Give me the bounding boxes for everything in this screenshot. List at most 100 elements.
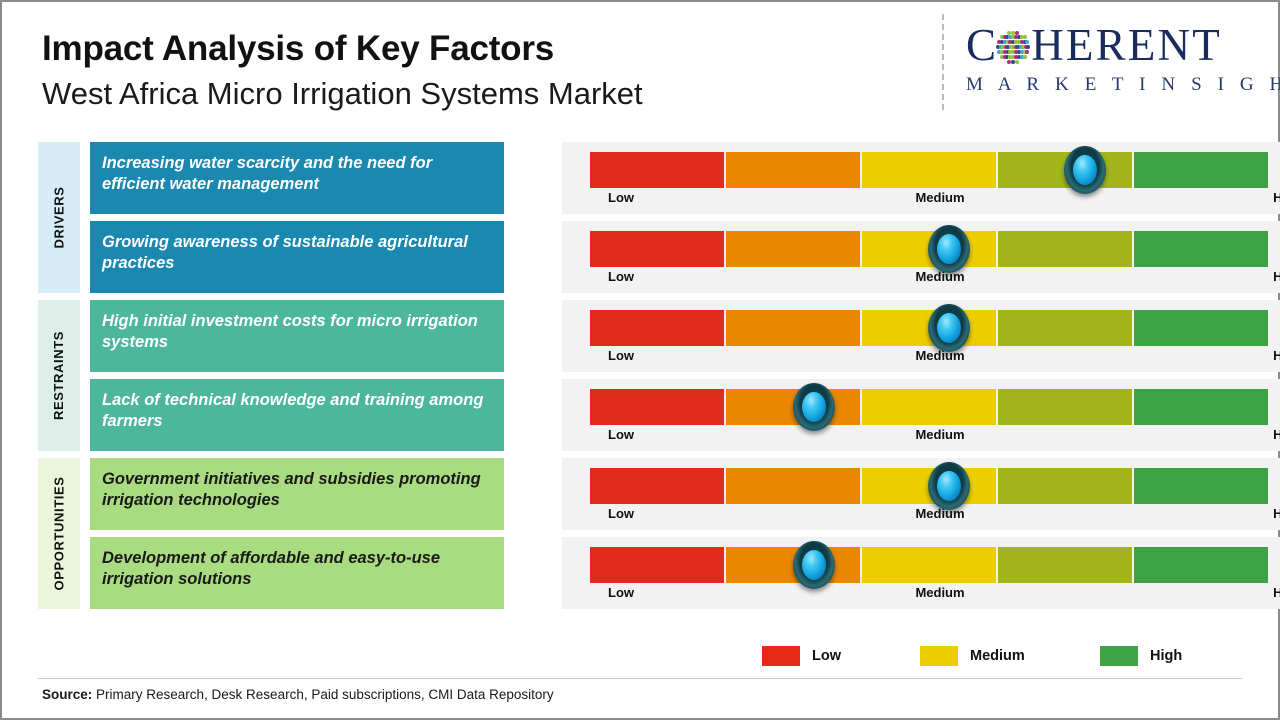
factor-text-box: Development of affordable and easy-to-us… <box>90 537 504 609</box>
gauge-segment-4 <box>998 231 1132 267</box>
factor-text-box: Lack of technical knowledge and training… <box>90 379 504 451</box>
category-group-drivers: DRIVERS Increasing water scarcity and the… <box>38 142 1280 293</box>
factor-text-box: Government initiatives and subsidies pro… <box>90 458 504 530</box>
logo-inner: C HERENT M A R K E T I N S I G H T S <box>966 22 1280 96</box>
gauge-scale-labels: Low Medium High <box>590 190 1280 210</box>
factor-text-box: Increasing water scarcity and the need f… <box>90 142 504 214</box>
impact-marker[interactable] <box>928 225 971 273</box>
category-label-text: RESTRAINTS <box>51 330 67 421</box>
gauge-label-low: Low <box>608 506 634 521</box>
impact-marker[interactable] <box>928 304 971 352</box>
factor-text-box: High initial investment costs for micro … <box>90 300 504 372</box>
gauge-label-high: High <box>1273 506 1280 521</box>
impact-marker[interactable] <box>792 541 835 589</box>
category-label-opportunities: OPPORTUNITIES <box>38 458 80 609</box>
gauge-label-low: Low <box>608 269 634 284</box>
category-group-opportunities: OPPORTUNITIES Government initiatives and … <box>38 458 1280 609</box>
gauge-segment-3 <box>862 389 996 425</box>
gauge-segment-5 <box>1134 389 1268 425</box>
gauge-segment-2 <box>726 152 860 188</box>
gauge-segment-4 <box>998 389 1132 425</box>
logo-letter-c: C <box>966 20 999 70</box>
gauge-segment-5 <box>1134 152 1268 188</box>
legend-swatch-high <box>1100 646 1138 666</box>
gauge-track <box>590 468 1268 504</box>
gauge-scale-labels: Low Medium High <box>590 348 1280 368</box>
gauge-label-med: Medium <box>915 269 965 284</box>
gauge-segment-1 <box>590 547 724 583</box>
source-label: Source: <box>42 687 93 702</box>
legend-item-high: High <box>1100 646 1182 666</box>
category-label-text: DRIVERS <box>51 186 67 249</box>
footer: Source: Primary Research, Desk Research,… <box>2 678 1278 718</box>
gauge-track <box>590 310 1268 346</box>
gauge-segment-1 <box>590 152 724 188</box>
impact-marker[interactable] <box>1063 146 1106 194</box>
gauge-label-med: Medium <box>915 348 965 363</box>
page-title: Impact Analysis of Key Factors <box>42 29 555 68</box>
impact-gauge: Low Medium High <box>562 458 1280 530</box>
gauge-scale-labels: Low Medium High <box>590 269 1280 289</box>
gauge-segment-2 <box>726 468 860 504</box>
category-group-restraints: RESTRAINTS High initial investment costs … <box>38 300 1280 451</box>
gauge-segment-4 <box>998 310 1132 346</box>
legend-swatch-low <box>762 646 800 666</box>
footer-divider <box>38 678 1242 679</box>
gauge-label-high: High <box>1273 348 1280 363</box>
factor-row: Government initiatives and subsidies pro… <box>90 458 1280 530</box>
gauge-scale-labels: Low Medium High <box>590 427 1280 447</box>
gauge-segment-5 <box>1134 468 1268 504</box>
gauge-track <box>590 152 1268 188</box>
legend-item-low: Low <box>762 646 841 666</box>
gauge-segment-1 <box>590 468 724 504</box>
category-label-drivers: DRIVERS <box>38 142 80 293</box>
logo-letters-rest: HERENT <box>1031 20 1222 70</box>
impact-gauge: Low Medium High <box>562 221 1280 293</box>
gauge-segment-2 <box>726 231 860 267</box>
factor-text-box: Growing awareness of sustainable agricul… <box>90 221 504 293</box>
legend-swatch-medium <box>920 646 958 666</box>
category-label-restraints: RESTRAINTS <box>38 300 80 451</box>
gauge-segment-5 <box>1134 231 1268 267</box>
gauge-label-high: High <box>1273 190 1280 205</box>
logo-tagline: M A R K E T I N S I G H T S <box>966 74 1280 95</box>
impact-gauge: Low Medium High <box>562 300 1280 372</box>
factor-row: Lack of technical knowledge and training… <box>90 379 1280 451</box>
legend-label: Medium <box>970 648 1025 664</box>
gauge-segment-4 <box>998 547 1132 583</box>
gauge-track <box>590 231 1268 267</box>
gauge-segment-2 <box>726 310 860 346</box>
gauge-segment-4 <box>998 468 1132 504</box>
impact-gauge: Low Medium High <box>562 537 1280 609</box>
factor-row: Increasing water scarcity and the need f… <box>90 142 1280 214</box>
gauge-label-high: High <box>1273 585 1280 600</box>
logo-wordmark: C HERENT <box>966 22 1258 68</box>
factor-row: Growing awareness of sustainable agricul… <box>90 221 1280 293</box>
gauge-label-med: Medium <box>915 506 965 521</box>
legend: Low Medium High <box>762 646 1222 672</box>
gauge-label-med: Medium <box>915 585 965 600</box>
gauge-segment-3 <box>862 152 996 188</box>
gauge-label-med: Medium <box>915 427 965 442</box>
brand-logo: C HERENT M A R K E T I N S I G H T S <box>942 10 1280 114</box>
gauge-segment-1 <box>590 310 724 346</box>
impact-marker[interactable] <box>792 383 835 431</box>
gauge-label-high: High <box>1273 269 1280 284</box>
gauge-label-low: Low <box>608 348 634 363</box>
gauge-track <box>590 389 1268 425</box>
gauge-scale-labels: Low Medium High <box>590 585 1280 605</box>
page-subtitle: West Africa Micro Irrigation Systems Mar… <box>42 76 643 111</box>
globe-icon <box>996 30 1031 64</box>
impact-gauge: Low Medium High <box>562 142 1280 214</box>
legend-label: High <box>1150 648 1183 664</box>
gauge-segment-1 <box>590 389 724 425</box>
gauge-label-med: Medium <box>915 190 965 205</box>
source-note: Source: Primary Research, Desk Research,… <box>42 687 554 702</box>
header: Impact Analysis of Key Factors West Afri… <box>42 28 922 114</box>
gauge-label-low: Low <box>608 427 634 442</box>
impact-marker[interactable] <box>928 462 971 510</box>
category-label-text: OPPORTUNITIES <box>51 476 67 591</box>
legend-item-medium: Medium <box>920 646 1025 666</box>
gauge-segment-3 <box>862 547 996 583</box>
